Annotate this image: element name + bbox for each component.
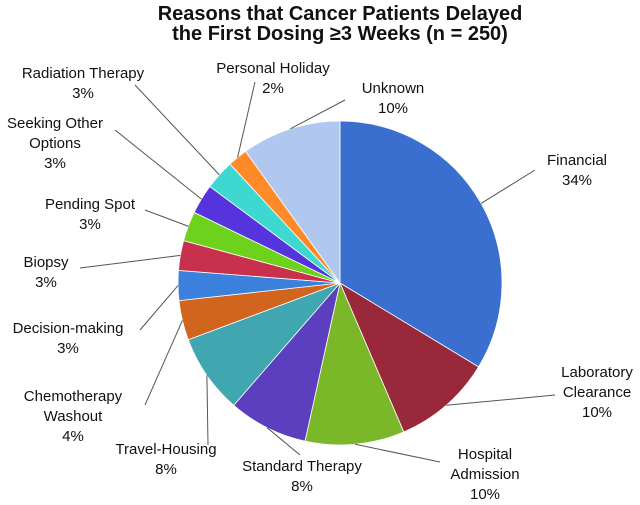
slice-label: Financial [547,152,607,169]
value-label: 3% [79,216,101,233]
value-label: 10% [470,486,500,503]
leader-line [79,254,181,269]
slice-label: Pending Spot [45,196,136,213]
leader-line [446,394,556,406]
pie-slice [339,120,503,368]
slice-label: Laboratory Clearance [561,364,633,401]
leader-line [144,320,183,406]
value-label: 2% [262,80,284,97]
chart-title: Reasons that Cancer Patients Delayed the … [158,3,523,45]
value-label: 3% [35,274,57,291]
slice-label: Travel-Housing [115,441,216,458]
value-label: 10% [378,100,408,117]
slice-label: Chemotherapy Washout [24,388,123,425]
value-label: 8% [155,461,177,478]
value-label: 3% [72,85,94,102]
leader-line [354,443,441,463]
pie-slice [304,281,405,446]
leader-line [266,427,301,456]
slice-label: Standard Therapy [242,458,362,475]
value-label: 10% [582,404,612,421]
slice-label: Unknown [362,80,425,97]
pie-slice [339,282,480,433]
leader-line [237,81,256,158]
value-label: 3% [57,340,79,357]
slice-label: Decision-making [13,320,124,337]
value-label: 8% [291,478,313,495]
leader-line [480,169,536,204]
slice-label: Radiation Therapy [22,65,145,82]
leader-line [114,129,202,200]
slice-label: Biopsy [23,254,69,271]
slice-label: Personal Holiday [216,60,330,77]
value-label: 34% [562,172,592,189]
slice-label: Seeking Other Options [7,115,103,152]
value-label: 3% [44,155,66,172]
leader-line [206,375,209,446]
slice-label: Hospital Admission [450,446,519,483]
leader-line [144,209,189,227]
leader-line [139,285,179,331]
value-label: 4% [62,428,84,445]
leader-line [134,84,220,176]
leader-line [290,99,346,130]
